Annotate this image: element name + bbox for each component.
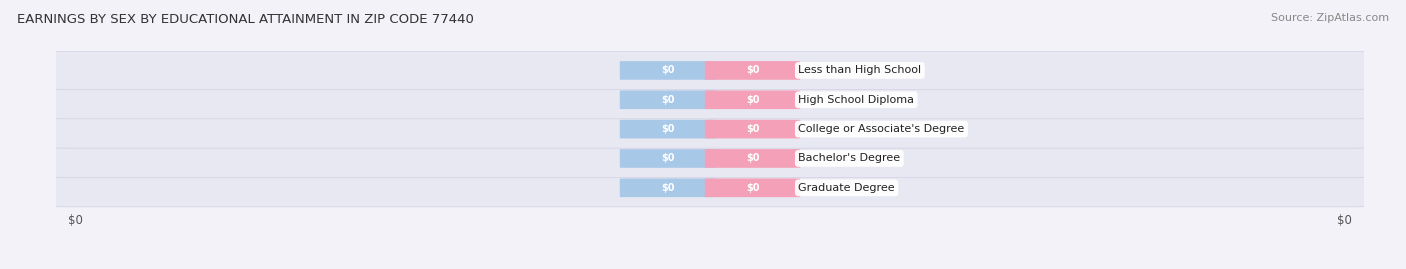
FancyBboxPatch shape (620, 178, 716, 197)
FancyBboxPatch shape (620, 149, 716, 168)
FancyBboxPatch shape (49, 169, 1371, 207)
Text: High School Diploma: High School Diploma (799, 95, 914, 105)
Text: $0: $0 (661, 154, 675, 164)
FancyBboxPatch shape (704, 120, 800, 139)
FancyBboxPatch shape (704, 149, 800, 168)
FancyBboxPatch shape (704, 178, 800, 197)
Text: $0: $0 (745, 154, 759, 164)
Text: $0: $0 (661, 65, 675, 75)
FancyBboxPatch shape (49, 139, 1371, 178)
Text: $0: $0 (745, 124, 759, 134)
FancyBboxPatch shape (49, 81, 1371, 119)
Text: Graduate Degree: Graduate Degree (799, 183, 894, 193)
FancyBboxPatch shape (704, 90, 800, 109)
Text: $0: $0 (745, 65, 759, 75)
Text: $0: $0 (661, 95, 675, 105)
FancyBboxPatch shape (620, 61, 716, 80)
FancyBboxPatch shape (49, 110, 1371, 148)
Text: $0: $0 (661, 183, 675, 193)
Legend: Male, Female: Male, Female (643, 266, 778, 269)
Text: $0: $0 (745, 183, 759, 193)
FancyBboxPatch shape (620, 90, 716, 109)
Text: Bachelor's Degree: Bachelor's Degree (799, 154, 900, 164)
FancyBboxPatch shape (704, 61, 800, 80)
Text: $0: $0 (661, 124, 675, 134)
Text: Less than High School: Less than High School (799, 65, 921, 75)
Text: Source: ZipAtlas.com: Source: ZipAtlas.com (1271, 13, 1389, 23)
Text: $0: $0 (745, 95, 759, 105)
FancyBboxPatch shape (49, 51, 1371, 90)
Text: EARNINGS BY SEX BY EDUCATIONAL ATTAINMENT IN ZIP CODE 77440: EARNINGS BY SEX BY EDUCATIONAL ATTAINMEN… (17, 13, 474, 26)
Text: College or Associate's Degree: College or Associate's Degree (799, 124, 965, 134)
FancyBboxPatch shape (620, 120, 716, 139)
